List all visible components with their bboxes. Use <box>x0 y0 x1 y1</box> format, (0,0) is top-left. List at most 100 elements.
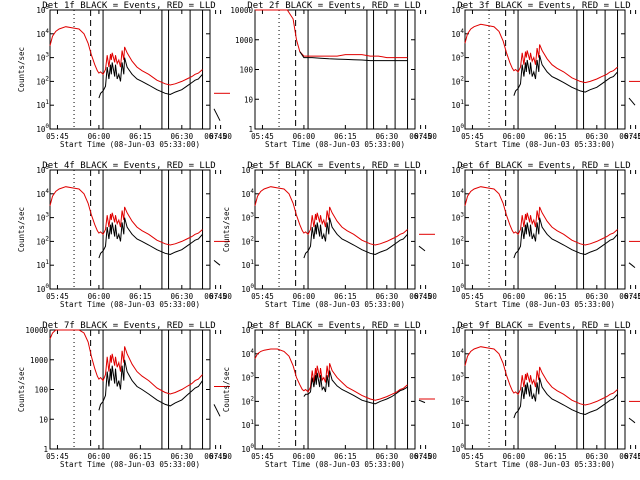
chart-panel-3: Det 3f BLACK = Events, RED = LLD 100 101 10… <box>451 1 640 149</box>
series-events <box>98 57 203 99</box>
y-tick-label: 10000 <box>230 6 253 15</box>
plot-frame <box>49 329 211 450</box>
y-tick-label: 102 <box>36 235 49 246</box>
series-lld <box>254 348 408 401</box>
series-events-tail <box>418 245 426 252</box>
series-lld <box>464 23 618 84</box>
y-tick-label: 103 <box>241 212 254 223</box>
x-tick-label: 06:30 <box>376 292 399 301</box>
series-lld <box>255 9 408 59</box>
series-events <box>513 217 618 259</box>
series-lld <box>464 186 618 246</box>
x-tick-label: 06:30 <box>586 292 609 301</box>
x-tick-label: 07:00 <box>209 292 232 301</box>
x-axis-label: Start Time (08-Jun-03 05:33:00) <box>60 300 200 309</box>
series-lld <box>254 186 408 246</box>
y-tick-label: 10000 <box>25 326 48 335</box>
series-events <box>513 377 618 419</box>
x-tick-label: 06:45 <box>409 292 432 301</box>
y-tick-label: 102 <box>241 235 254 246</box>
y-tick-label: 103 <box>451 372 464 383</box>
chart-title: Det 3f BLACK = Events, RED = LLD <box>457 1 630 11</box>
chart-panel-6: Det 6f BLACK = Events, RED = LLD 100 101 10… <box>451 161 640 309</box>
series-events-tail <box>418 399 426 404</box>
y-tick-label: 104 <box>241 348 254 359</box>
y-tick-label: 105 <box>36 164 49 175</box>
x-tick-label: 06:45 <box>619 452 640 461</box>
x-tick-label: 06:00 <box>88 452 111 461</box>
x-tick-label: 05:45 <box>251 452 274 461</box>
series-lld <box>464 346 618 406</box>
chart-panel-7: Det 7f BLACK = Events, RED = LLD 1 10 100 10… <box>17 321 232 469</box>
x-tick-label: 06:45 <box>204 452 227 461</box>
y-axis-label: Counts/sec <box>17 47 26 92</box>
x-tick-label: 07:00 <box>414 132 437 141</box>
x-tick-label: 06:15 <box>544 132 567 141</box>
series-events-tail <box>628 97 636 106</box>
x-tick-label: 07:00 <box>414 452 437 461</box>
y-tick-label: 105 <box>451 4 464 15</box>
y-tick-label: 102 <box>36 75 49 86</box>
y-axis-label: Counts/sec <box>222 367 231 412</box>
x-tick-label: 06:45 <box>204 292 227 301</box>
y-tick-label: 100 <box>451 443 464 454</box>
series-lld <box>49 329 203 395</box>
x-tick-label: 05:45 <box>461 452 484 461</box>
y-tick-label: 101 <box>36 259 49 270</box>
y-tick-label: 1000 <box>235 36 254 45</box>
x-tick-label: 06:45 <box>409 132 432 141</box>
chart-panel-4: Det 4f BLACK = Events, RED = LLD 100 101 10… <box>17 161 232 309</box>
y-tick-label: 104 <box>451 188 464 199</box>
x-tick-label: 06:30 <box>171 132 194 141</box>
y-tick-label: 102 <box>451 395 464 406</box>
x-tick-label: 06:30 <box>171 292 194 301</box>
y-tick-label: 100 <box>36 123 49 134</box>
y-tick-label: 104 <box>241 188 254 199</box>
y-tick-label: 105 <box>451 324 464 335</box>
chart-title: Det 7f BLACK = Events, RED = LLD <box>42 321 215 331</box>
x-tick-label: 06:00 <box>293 292 316 301</box>
x-tick-label: 06:15 <box>334 452 357 461</box>
y-tick-label: 1 <box>43 445 48 454</box>
chart-panel-2: Det 2f BLACK = Events, RED = LLD 1 10 100 10… <box>230 1 437 149</box>
x-tick-label: 05:45 <box>251 292 274 301</box>
y-tick-label: 101 <box>36 99 49 110</box>
x-tick-label: 06:00 <box>293 452 316 461</box>
x-axis-label: Start Time (08-Jun-03 05:33:00) <box>265 460 405 469</box>
y-tick-label: 10 <box>39 415 49 424</box>
series-events-tail <box>628 262 636 268</box>
series-lld <box>49 26 203 86</box>
plot-frame <box>254 329 416 450</box>
x-tick-label: 06:30 <box>586 132 609 141</box>
x-tick-label: 06:30 <box>376 132 399 141</box>
x-tick-label: 05:45 <box>461 292 484 301</box>
chart-title: Det 2f BLACK = Events, RED = LLD <box>247 1 420 11</box>
y-tick-label: 104 <box>36 28 49 39</box>
x-tick-label: 06:00 <box>88 292 111 301</box>
x-tick-label: 05:45 <box>461 132 484 141</box>
y-axis-label: Counts/sec <box>222 207 231 252</box>
series-events-tail <box>213 404 221 417</box>
x-tick-label: 06:15 <box>544 452 567 461</box>
x-tick-label: 07:00 <box>414 292 437 301</box>
x-tick-label: 06:15 <box>334 292 357 301</box>
chart-panel-9: Det 9f BLACK = Events, RED = LLD 100 101 10… <box>451 321 640 469</box>
chart-title: Det 6f BLACK = Events, RED = LLD <box>457 161 630 171</box>
x-tick-label: 06:15 <box>129 452 152 461</box>
y-tick-label: 100 <box>239 66 253 75</box>
y-tick-label: 101 <box>451 259 464 270</box>
chart-panel-1: Det 1f BLACK = Events, RED = LLD 100 101 10… <box>17 1 232 149</box>
x-axis-label: Start Time (08-Jun-03 05:33:00) <box>265 140 405 149</box>
x-tick-label: 06:00 <box>503 452 526 461</box>
x-tick-label: 06:45 <box>619 132 640 141</box>
y-tick-label: 101 <box>451 419 464 430</box>
x-tick-label: 05:45 <box>251 132 274 141</box>
series-events <box>98 359 203 411</box>
chart-title: Det 4f BLACK = Events, RED = LLD <box>42 161 215 171</box>
x-axis-label: Start Time (08-Jun-03 05:33:00) <box>475 460 615 469</box>
x-tick-label: 05:45 <box>46 292 69 301</box>
y-axis-label: Counts/sec <box>17 367 26 412</box>
y-tick-label: 100 <box>36 283 49 294</box>
x-axis-label: Start Time (08-Jun-03 05:33:00) <box>475 140 615 149</box>
